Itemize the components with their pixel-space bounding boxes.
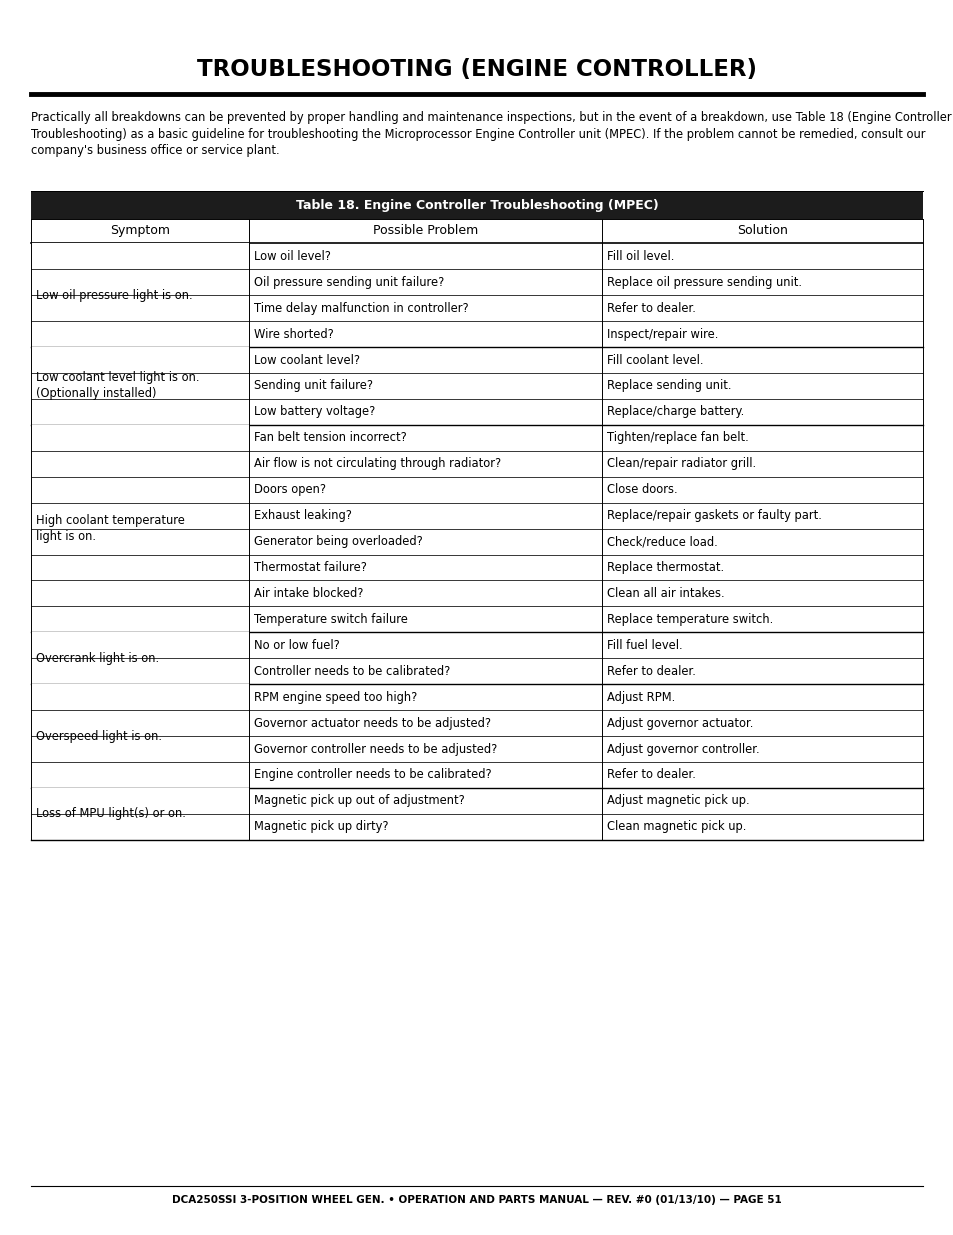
Bar bbox=[30, 347, 249, 425]
Text: Overcrank light is on.: Overcrank light is on. bbox=[36, 652, 159, 664]
Text: Close doors.: Close doors. bbox=[606, 483, 677, 496]
Text: No or low fuel?: No or low fuel? bbox=[253, 638, 339, 652]
Text: Oil pressure sending unit failure?: Oil pressure sending unit failure? bbox=[253, 275, 444, 289]
Bar bbox=[30, 684, 249, 788]
Text: Clean all air intakes.: Clean all air intakes. bbox=[606, 587, 723, 600]
Text: Clean/repair radiator grill.: Clean/repair radiator grill. bbox=[606, 457, 755, 471]
Text: Low oil level?: Low oil level? bbox=[253, 249, 331, 263]
Text: Temperature switch failure: Temperature switch failure bbox=[253, 613, 408, 626]
Bar bbox=[30, 788, 249, 840]
Text: Low coolant level light is on.
(Optionally installed): Low coolant level light is on. (Optional… bbox=[36, 372, 199, 400]
Text: DCA250SSI 3-POSITION WHEEL GEN. • OPERATION AND PARTS MANUAL — REV. #0 (01/13/10: DCA250SSI 3-POSITION WHEEL GEN. • OPERAT… bbox=[172, 1195, 781, 1205]
Text: Magnetic pick up out of adjustment?: Magnetic pick up out of adjustment? bbox=[253, 794, 464, 808]
Text: Symptom: Symptom bbox=[110, 225, 170, 237]
Text: Adjust magnetic pick up.: Adjust magnetic pick up. bbox=[606, 794, 749, 808]
Text: Refer to dealer.: Refer to dealer. bbox=[606, 664, 695, 678]
Bar bbox=[30, 191, 923, 219]
Text: High coolant temperature
light is on.: High coolant temperature light is on. bbox=[36, 514, 185, 543]
Bar bbox=[30, 632, 249, 684]
Text: Governor controller needs to be adjusted?: Governor controller needs to be adjusted… bbox=[253, 742, 497, 756]
Text: Loss of MPU light(s) or on.: Loss of MPU light(s) or on. bbox=[36, 808, 186, 820]
Bar bbox=[30, 243, 249, 347]
Text: Governor actuator needs to be adjusted?: Governor actuator needs to be adjusted? bbox=[253, 716, 491, 730]
Text: TROUBLESHOOTING (ENGINE CONTROLLER): TROUBLESHOOTING (ENGINE CONTROLLER) bbox=[196, 58, 757, 80]
Text: Fill fuel level.: Fill fuel level. bbox=[606, 638, 681, 652]
Text: Engine controller needs to be calibrated?: Engine controller needs to be calibrated… bbox=[253, 768, 491, 782]
Text: Air flow is not circulating through radiator?: Air flow is not circulating through radi… bbox=[253, 457, 500, 471]
Text: Refer to dealer.: Refer to dealer. bbox=[606, 768, 695, 782]
Text: Replace sending unit.: Replace sending unit. bbox=[606, 379, 731, 393]
Text: Replace/repair gaskets or faulty part.: Replace/repair gaskets or faulty part. bbox=[606, 509, 821, 522]
Text: Fill coolant level.: Fill coolant level. bbox=[606, 353, 702, 367]
Text: Clean magnetic pick up.: Clean magnetic pick up. bbox=[606, 820, 745, 834]
Text: Replace oil pressure sending unit.: Replace oil pressure sending unit. bbox=[606, 275, 801, 289]
Text: Sending unit failure?: Sending unit failure? bbox=[253, 379, 373, 393]
Text: Table 18. Engine Controller Troubleshooting (MPEC): Table 18. Engine Controller Troubleshoot… bbox=[295, 199, 658, 211]
Text: Low oil pressure light is on.: Low oil pressure light is on. bbox=[36, 289, 193, 301]
Text: Wire shorted?: Wire shorted? bbox=[253, 327, 334, 341]
Text: Fan belt tension incorrect?: Fan belt tension incorrect? bbox=[253, 431, 406, 445]
Text: Inspect/repair wire.: Inspect/repair wire. bbox=[606, 327, 718, 341]
Text: Check/reduce load.: Check/reduce load. bbox=[606, 535, 717, 548]
Text: Time delay malfunction in controller?: Time delay malfunction in controller? bbox=[253, 301, 468, 315]
Text: Possible Problem: Possible Problem bbox=[373, 225, 477, 237]
Text: Adjust governor controller.: Adjust governor controller. bbox=[606, 742, 759, 756]
Text: Low coolant level?: Low coolant level? bbox=[253, 353, 359, 367]
Text: Doors open?: Doors open? bbox=[253, 483, 326, 496]
Text: Replace temperature switch.: Replace temperature switch. bbox=[606, 613, 772, 626]
Text: Generator being overloaded?: Generator being overloaded? bbox=[253, 535, 422, 548]
Bar bbox=[30, 425, 249, 632]
Text: Magnetic pick up dirty?: Magnetic pick up dirty? bbox=[253, 820, 388, 834]
Text: Replace/charge battery.: Replace/charge battery. bbox=[606, 405, 743, 419]
Text: Adjust governor actuator.: Adjust governor actuator. bbox=[606, 716, 752, 730]
Text: Solution: Solution bbox=[737, 225, 787, 237]
Text: Fill oil level.: Fill oil level. bbox=[606, 249, 674, 263]
Text: RPM engine speed too high?: RPM engine speed too high? bbox=[253, 690, 416, 704]
Text: Controller needs to be calibrated?: Controller needs to be calibrated? bbox=[253, 664, 450, 678]
Text: Practically all breakdowns can be prevented by proper handling and maintenance i: Practically all breakdowns can be preven… bbox=[30, 111, 950, 157]
Text: Refer to dealer.: Refer to dealer. bbox=[606, 301, 695, 315]
Text: Overspeed light is on.: Overspeed light is on. bbox=[36, 730, 162, 742]
Text: Low battery voltage?: Low battery voltage? bbox=[253, 405, 375, 419]
Text: Adjust RPM.: Adjust RPM. bbox=[606, 690, 675, 704]
Text: Thermostat failure?: Thermostat failure? bbox=[253, 561, 367, 574]
Text: Replace thermostat.: Replace thermostat. bbox=[606, 561, 723, 574]
Text: Tighten/replace fan belt.: Tighten/replace fan belt. bbox=[606, 431, 748, 445]
Text: Exhaust leaking?: Exhaust leaking? bbox=[253, 509, 352, 522]
Bar bbox=[30, 219, 923, 243]
Text: Air intake blocked?: Air intake blocked? bbox=[253, 587, 363, 600]
